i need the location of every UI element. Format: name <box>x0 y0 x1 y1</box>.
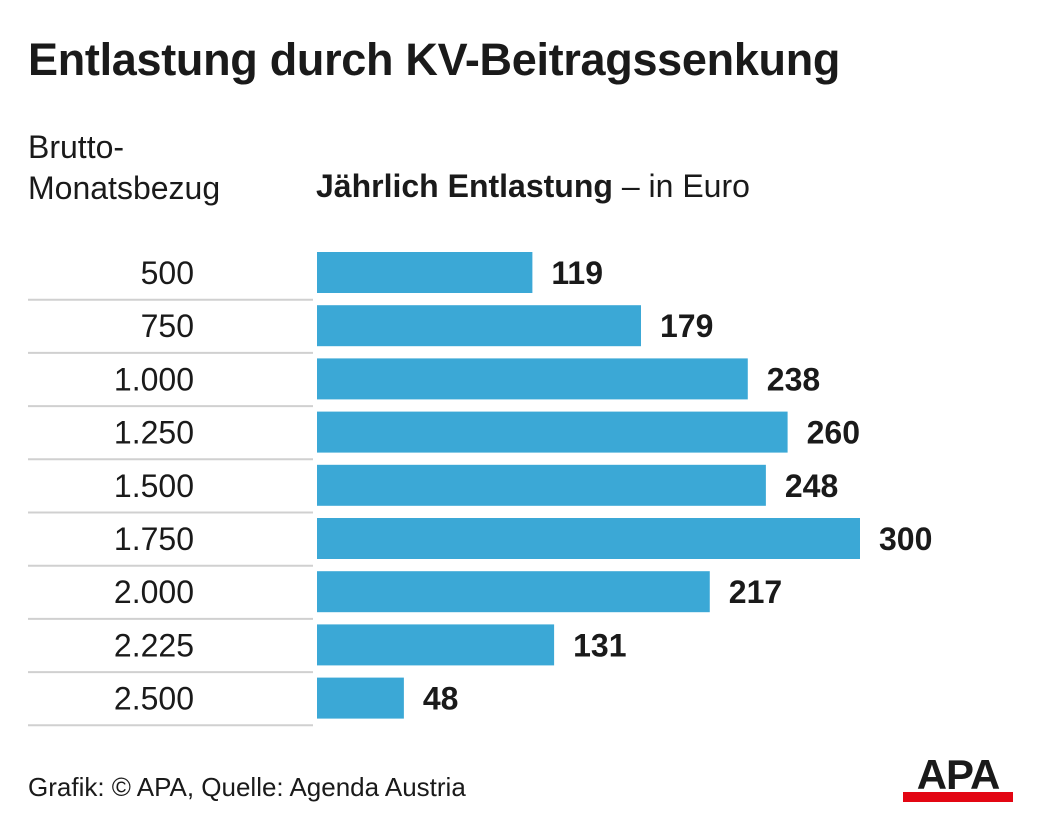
category-tick-label: 500 <box>141 255 194 291</box>
category-tick-label: 1.750 <box>114 521 194 557</box>
category-tick-label: 750 <box>141 308 194 344</box>
bar <box>317 464 766 506</box>
category-tick-label: 2.500 <box>114 681 194 717</box>
logo-wordmark: APA <box>917 754 1000 798</box>
category-header-line1: Brutto- <box>28 129 125 165</box>
value-header-bold: Jährlich Entlastung <box>316 168 613 204</box>
bar <box>317 624 555 666</box>
category-axis-header: Brutto- Monatsbezug <box>28 127 220 209</box>
category-header-line2: Monatsbezug <box>28 170 221 206</box>
bar <box>317 518 860 559</box>
value-axis-header: Jährlich Entlastung – in Euro <box>316 168 750 205</box>
category-tick-label: 2.225 <box>114 627 194 663</box>
data-label: 248 <box>785 468 838 504</box>
bar <box>317 677 404 719</box>
bar <box>317 305 641 347</box>
bar <box>317 358 748 400</box>
data-label: 260 <box>807 415 860 451</box>
bar <box>317 411 788 453</box>
apa-logo: APA <box>903 754 1013 802</box>
category-tick-label: 2.000 <box>114 574 194 610</box>
data-label: 300 <box>879 521 932 557</box>
category-tick-label: 1.500 <box>114 468 194 504</box>
logo-red-bar <box>903 792 1013 802</box>
data-label: 48 <box>423 681 459 717</box>
data-label: 217 <box>729 574 782 610</box>
data-label: 179 <box>660 308 713 344</box>
data-label: 238 <box>767 361 820 397</box>
data-label: 131 <box>573 627 626 663</box>
value-header-unit: – in Euro <box>612 168 750 204</box>
category-tick-label: 1.250 <box>114 415 194 451</box>
data-label: 119 <box>551 255 603 291</box>
chart-title: Entlastung durch KV-Beitragssenkung <box>28 34 841 85</box>
category-tick-label: 1.000 <box>114 361 194 397</box>
bar <box>317 252 533 293</box>
source-footer: Grafik: © APA, Quelle: Agenda Austria <box>28 772 466 802</box>
bar <box>317 571 710 613</box>
